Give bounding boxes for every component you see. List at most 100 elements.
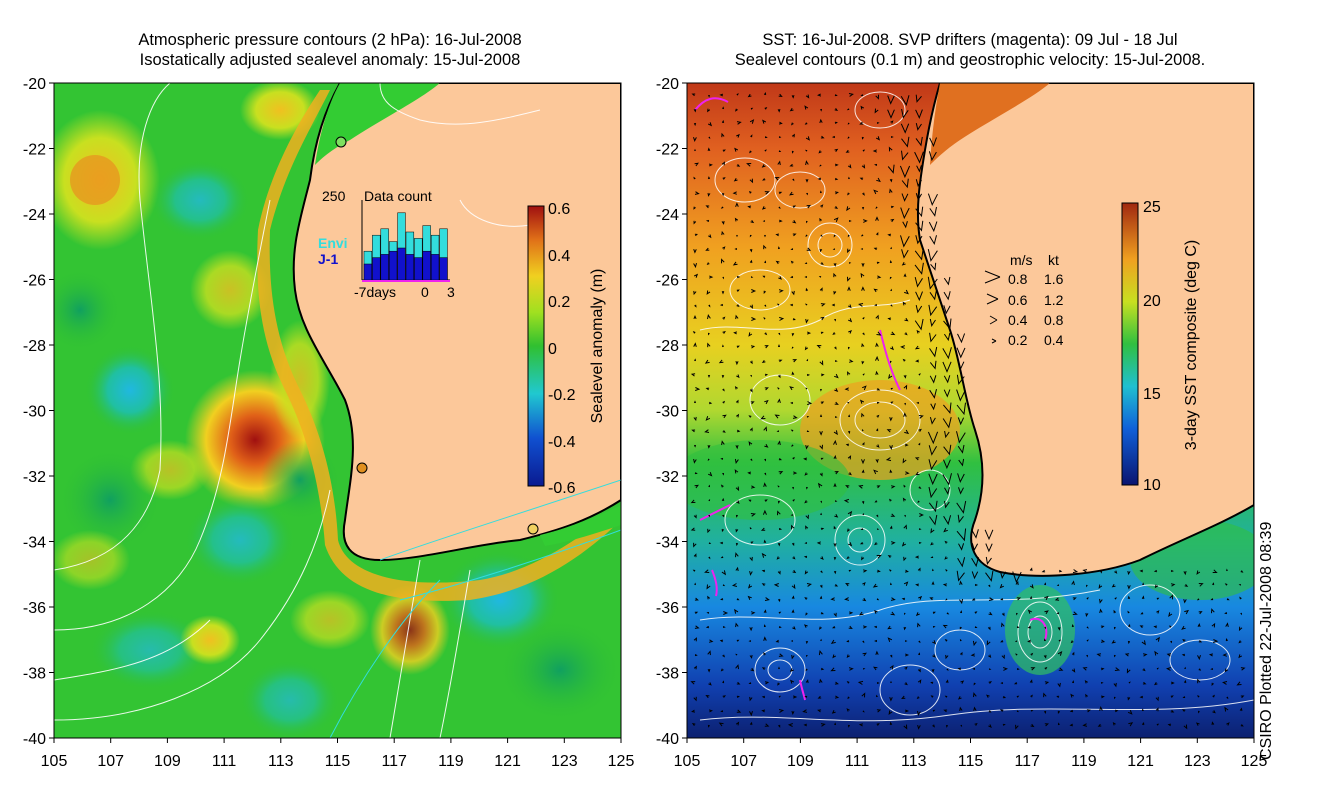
velocity-arrow [1097,723,1102,727]
velocity-arrow [1140,612,1144,615]
velocity-arrow [819,164,822,167]
legend-arrow [986,293,999,305]
velocity-arrow [914,555,919,559]
velocity-arrow [1043,710,1047,714]
velocity-arrow [804,276,808,278]
velocity-arrow [930,262,937,271]
velocity-arrow [929,290,937,301]
velocity-arrow [807,401,813,406]
velocity-arrow [872,149,877,153]
velocity-arrow [804,346,809,351]
velocity-arrow [818,150,822,154]
velocity-arrow [791,150,794,154]
velocity-arrow [694,611,699,615]
velocity-arrow [1224,583,1228,586]
velocity-arrow [943,389,951,398]
lon-tick-label: 113 [268,753,294,770]
velocity-arrow [1054,597,1060,601]
velocity-arrow [804,500,808,504]
velocity-arrow [988,584,991,588]
velocity-arrow [890,120,894,124]
velocity-arrow [1168,625,1172,628]
velocity-arrow [956,402,966,416]
velocity-arrow [746,163,752,167]
legend-ms-value: 0.6 [1008,292,1028,308]
velocity-arrow [834,401,839,405]
velocity-arrow [1128,681,1131,684]
velocity-arrow [957,696,962,700]
velocity-arrow [762,220,766,222]
velocity-arrow [846,556,850,560]
velocity-arrow [776,303,780,306]
velocity-arrow [957,514,964,524]
velocity-arrow [1153,682,1158,686]
velocity-arrow [901,178,909,189]
velocity-arrow [943,459,951,470]
velocity-arrow [956,347,966,359]
velocity-arrow [1114,696,1116,700]
velocity-arrow [734,248,738,250]
velocity-arrow [904,666,908,670]
velocity-arrow [693,290,697,296]
velocity-arrow [844,597,850,601]
velocity-arrow [1169,594,1173,600]
velocity-arrow [1238,626,1243,632]
lat-tick-label: -20 [23,76,46,93]
inset-bar-j1 [397,247,406,281]
velocity-arrow [861,692,866,698]
velocity-arrow [890,611,896,616]
velocity-arrow [849,611,854,615]
inset-bars [363,212,448,281]
lat-tick-label: -30 [656,404,679,421]
velocity-arrow [778,206,781,210]
velocity-arrow [834,373,839,379]
velocity-arrow [735,202,739,207]
velocity-arrow [777,570,781,575]
velocity-arrow [817,482,823,488]
velocity-arrow [1198,710,1200,714]
velocity-arrow [804,597,808,600]
velocity-arrow [762,275,766,278]
velocity-arrow [834,191,839,195]
velocity-arrow [890,304,893,307]
velocity-arrow [1070,640,1074,644]
velocity-arrow [803,624,808,628]
cbar-tick: 0.4 [548,248,570,265]
velocity-arrow [764,597,770,601]
velocity-arrow [707,458,710,461]
velocity-arrow [1238,584,1242,586]
velocity-arrow [1142,668,1146,672]
velocity-arrow [695,387,701,391]
velocity-arrow [885,457,892,462]
velocity-arrow [873,247,878,251]
velocity-arrow [834,121,838,124]
pressure-contours [54,83,541,738]
velocity-arrow [806,430,810,432]
velocity-arrow [789,191,794,196]
velocity-arrow [918,652,921,656]
velocity-arrow [834,513,839,518]
velocity-arrow [957,361,965,370]
velocity-arrow [834,471,839,475]
lat-tick-label: -24 [656,207,679,224]
data-count-inset [361,200,450,282]
velocity-arrow [859,121,864,125]
velocity-arrow [887,95,895,105]
velocity-arrow [844,387,849,391]
velocity-arrow [778,527,783,531]
velocity-arrow [1236,681,1242,686]
velocity-arrow [805,444,809,450]
velocity-arrow [1239,596,1242,600]
velocity-arrow [862,385,867,391]
velocity-arrow [901,249,909,259]
velocity-arrow [792,569,797,574]
velocity-arrow [819,584,823,589]
velocity-arrow [1222,681,1228,685]
velocity-arrow [778,611,782,614]
velocity-arrow [773,583,779,587]
velocity-arrow [914,457,920,461]
velocity-arrow [974,626,978,628]
velocity-arrow [833,612,837,618]
velocity-arrow [876,444,880,448]
velocity-arrow [1142,681,1147,685]
